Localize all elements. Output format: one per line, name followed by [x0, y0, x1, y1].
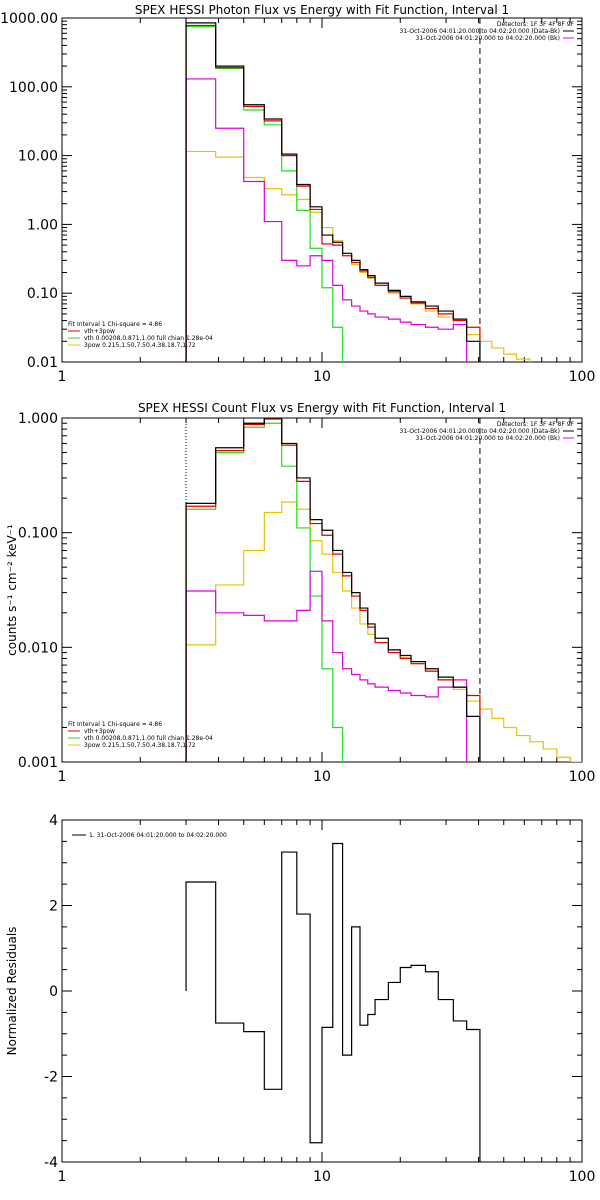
residuals-panel: 1 10 100 -4 -2 0 2 4 Normalized Residuals 1. 31-O…	[5, 813, 595, 1185]
series-vth-histogram	[185, 422, 344, 762]
y-tick-label: 4	[49, 813, 58, 829]
count-flux-panel: SPEX HESSI Count Flux vs Energy with Fit…	[5, 401, 596, 785]
y-tick-label: 2	[49, 899, 58, 915]
legend-entry: 31-Oct-2006 04:01:20.000 to 04:02:20.000…	[416, 35, 560, 42]
legend-entry: vth+3pow	[84, 328, 115, 335]
series-yellow-histogram	[185, 150, 531, 362]
y-tick-label: 0.10	[27, 286, 58, 302]
legend-entry: 31-Oct-2006 04:01:20.000 to 04:02:20.000…	[399, 428, 560, 435]
legend-entry: vth 0.00208,0.871,1.00 full chian 1.28e-…	[84, 735, 213, 742]
y-tick-label: 10.00	[18, 149, 58, 165]
series-bpow-histogram	[185, 570, 468, 762]
y-tick-label: -4	[44, 1155, 58, 1171]
y-tick-label: 1.00	[27, 217, 58, 233]
y-tick-label: 0.010	[18, 640, 58, 656]
x-tick-label: 10	[313, 369, 331, 385]
legend-entry: 3pow 0.215,1.50,7.50,4.38,18.7,1.72	[84, 742, 196, 749]
legend-fit-header: Fit Interval 1 Chi-square = 4.86	[68, 321, 162, 328]
legend-entry: 3pow 0.215,1.50,7.50,4.38,18.7,1.72	[84, 342, 196, 349]
y-tick-label: 0.100	[18, 526, 58, 542]
plot-frame	[61, 17, 583, 363]
y-tick-label: 0	[49, 984, 58, 1000]
y-tick-label: 100.00	[9, 80, 58, 96]
series-total-histogram	[185, 842, 481, 1162]
series-vth-histogram	[185, 25, 344, 362]
legend-detectors: Detectors: 1F 3F 4F 8F 9F	[497, 21, 575, 28]
legend-entry: vth+3pow	[84, 728, 115, 735]
x-tick-label: 10	[313, 769, 331, 785]
x-tick-label: 100	[569, 1169, 596, 1185]
chart-title: SPEX HESSI Photon Flux vs Energy with Fi…	[135, 3, 509, 17]
x-tick-label: 10	[313, 1169, 331, 1185]
legend-entry: 31-Oct-2006 04:01:20.000 to 04:02:20.000…	[416, 435, 560, 442]
y-tick-label: 1.000	[18, 411, 58, 427]
legend-fit-header: Fit Interval 1 Chi-square = 4.86	[68, 721, 162, 728]
legend-entry: 1. 31-Oct-2006 04:01:20.000 to 04:02:20.…	[89, 832, 227, 839]
legend-entry: 31-Oct-2006 04:01:20.000 to 04:02:20.000…	[399, 28, 560, 35]
x-tick-label: 1	[58, 1169, 67, 1185]
y-axis-label: Normalized Residuals	[5, 927, 19, 1056]
y-tick-label: 0.01	[27, 355, 58, 371]
legend-detectors: Detectors: 1F 3F 4F 8F 9F	[497, 421, 575, 428]
series-sum-histogram	[185, 24, 481, 362]
series-yellow-histogram	[185, 501, 582, 762]
chart-title: SPEX HESSI Count Flux vs Energy with Fit…	[138, 401, 506, 415]
y-axis-label: counts s⁻¹ cm⁻² keV⁻¹	[5, 524, 19, 656]
legend-entry: vth 0.00208,0.871,1.00 full chian 1.28e-…	[84, 335, 213, 342]
y-tick-label: 1000.00	[0, 11, 58, 27]
y-tick-label: -2	[44, 1070, 58, 1086]
x-tick-label: 100	[569, 369, 596, 385]
x-tick-label: 1	[58, 369, 67, 385]
series-total-histogram	[185, 22, 481, 362]
series-sum-histogram	[185, 418, 481, 762]
photon-flux-panel: SPEX HESSI Photon Flux vs Energy with Fi…	[0, 3, 595, 385]
x-tick-label: 1	[58, 769, 67, 785]
x-tick-label: 100	[569, 769, 596, 785]
series-bpow-histogram	[185, 78, 468, 362]
y-tick-label: 0.001	[18, 755, 58, 771]
series-total-histogram	[185, 418, 481, 762]
